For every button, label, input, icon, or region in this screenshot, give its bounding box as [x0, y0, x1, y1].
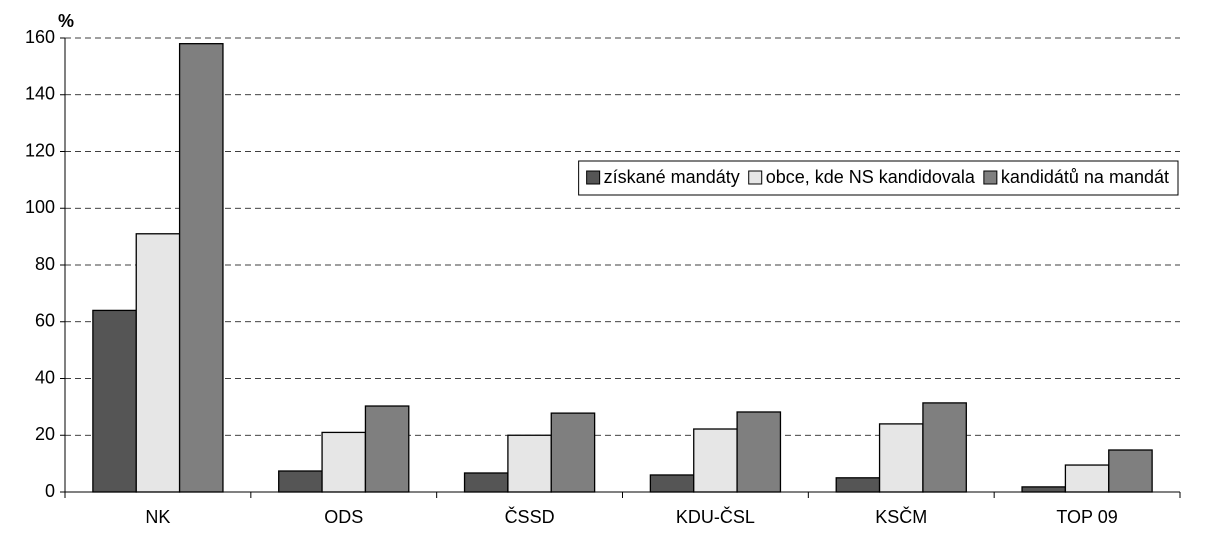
x-tick-label: ČSSD	[505, 506, 555, 527]
bar	[878, 423, 924, 493]
y-tick-label: 80	[35, 254, 55, 274]
legend-label: získané mandáty	[604, 167, 740, 187]
bar	[463, 472, 509, 493]
bar	[835, 477, 881, 493]
y-tick-label: 60	[35, 311, 55, 331]
y-tick-label: 0	[45, 481, 55, 501]
legend-label: kandidátů na mandát	[1001, 167, 1169, 187]
bar	[550, 412, 596, 493]
bar	[178, 43, 224, 493]
bar	[922, 402, 967, 493]
bar	[507, 434, 552, 493]
y-tick-label: 140	[25, 84, 55, 104]
x-tick-label: KSČM	[875, 506, 927, 527]
bar	[364, 405, 410, 493]
legend-label: obce, kde NS kandidovala	[766, 167, 976, 187]
bar	[693, 428, 738, 493]
y-tick-label: 40	[35, 367, 55, 387]
bar	[1064, 464, 1110, 493]
y-axis-label: %	[58, 11, 74, 31]
x-tick-label: TOP 09	[1056, 507, 1117, 527]
legend: získané mandáty obce, kde NS kandidovala k…	[578, 160, 1179, 196]
legend-swatch	[983, 170, 998, 185]
bar	[1108, 449, 1153, 493]
y-tick-label: 100	[25, 197, 55, 217]
x-tick-label: ODS	[324, 507, 363, 527]
bar	[1021, 486, 1067, 493]
y-tick-label: 120	[25, 140, 55, 160]
bar	[649, 474, 695, 493]
legend-box	[578, 160, 1179, 196]
x-tick-label: KDU-ČSL	[676, 506, 755, 527]
y-tick-label: 160	[25, 27, 55, 47]
legend-swatch	[586, 170, 601, 185]
bar	[321, 431, 367, 493]
bar	[278, 470, 323, 493]
y-tick-label: 20	[35, 424, 55, 444]
bar	[736, 411, 782, 493]
bar	[135, 233, 181, 493]
legend-swatch	[748, 170, 763, 185]
bar	[92, 309, 137, 493]
x-tick-label: NK	[145, 507, 170, 527]
